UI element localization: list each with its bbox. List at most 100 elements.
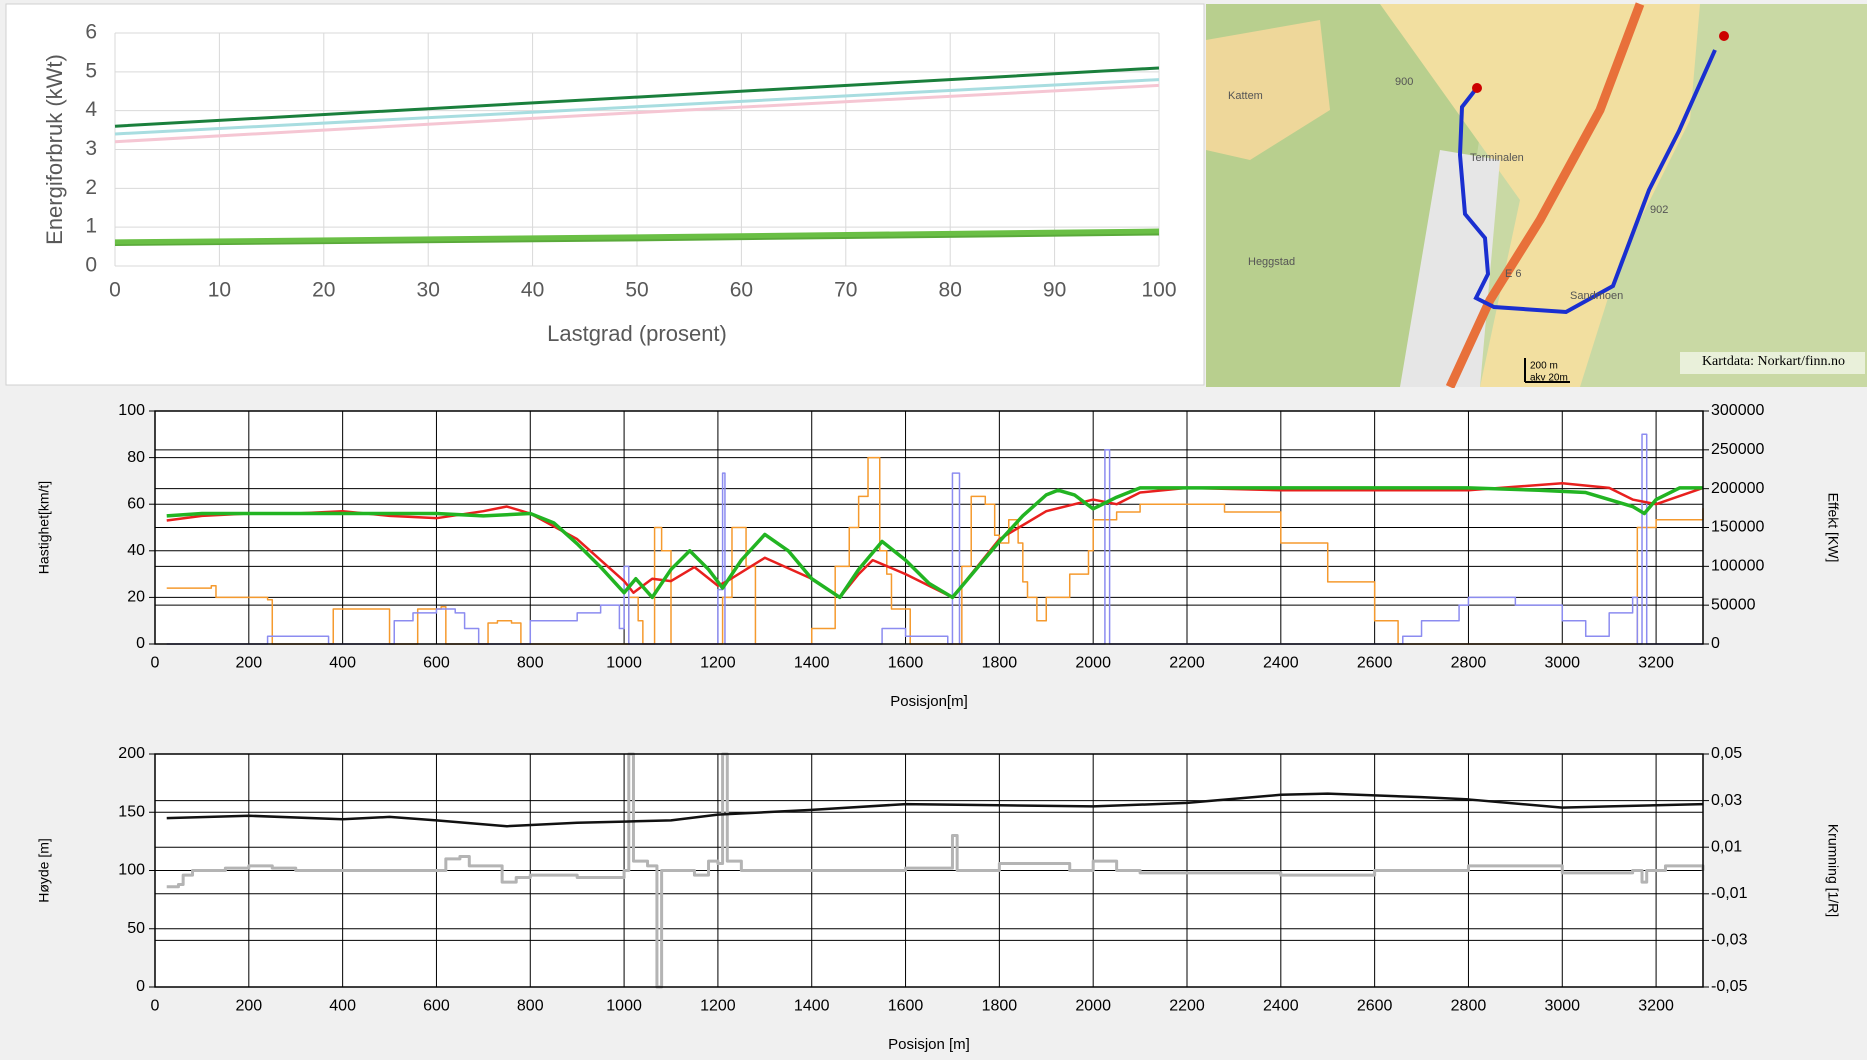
- x-tick-label: 70: [834, 279, 857, 302]
- map-label: Terminalen: [1470, 152, 1524, 164]
- start-marker: [1472, 83, 1482, 93]
- end-marker: [1719, 31, 1729, 41]
- y-tick-label: 0: [136, 635, 145, 652]
- y2-tick-label: 300000: [1711, 402, 1764, 419]
- x-tick-label: 400: [329, 654, 356, 671]
- x-tick-label: 1600: [888, 997, 924, 1014]
- chart: 0 200 400 600 800 1000 1200 1400 1600 1800 2000 220…: [36, 745, 1842, 1053]
- x-tick-label: 2000: [1075, 654, 1111, 671]
- y-tick-label: 150: [118, 803, 145, 820]
- y-tick-label: 80: [127, 449, 145, 466]
- y2-axis-label: Krumning [1/R]: [1825, 824, 1841, 917]
- y2-tick-label: 0,03: [1711, 792, 1742, 809]
- x-tick-label: 60: [730, 279, 753, 302]
- map-credit: Kartdata: Norkart/finn.no: [1702, 354, 1845, 369]
- series-line: [166, 433, 1703, 645]
- y-tick-label: 40: [127, 542, 145, 559]
- x-tick-label: 1000: [606, 997, 642, 1014]
- y-tick-label: 60: [127, 495, 145, 512]
- x-tick-label: 1800: [982, 654, 1018, 671]
- series-line: [114, 228, 1160, 245]
- y-axis-label: Energiforbruk (kWt): [42, 54, 67, 245]
- x-tick-label: 2600: [1357, 997, 1393, 1014]
- credit-bg: [1680, 352, 1865, 374]
- scale-label: 200 m: [1530, 361, 1558, 372]
- x-tick-label: 1400: [794, 997, 830, 1014]
- map-label: Kattem: [1228, 90, 1263, 102]
- map-label: 902: [1650, 204, 1668, 216]
- y2-axis-label: Effekt [KW]: [1825, 493, 1841, 563]
- x-tick-label: 50: [625, 279, 648, 302]
- x-tick-label: 20: [312, 279, 335, 302]
- y2-tick-label: 0: [1711, 635, 1720, 652]
- y2-tick-label: 150000: [1711, 519, 1764, 536]
- series-line: [166, 752, 1705, 989]
- x-tick-label: 2600: [1357, 654, 1393, 671]
- x-tick-label: 2200: [1169, 997, 1205, 1014]
- x-tick-label: 600: [423, 654, 450, 671]
- y2-tick-label: -0,03: [1711, 932, 1748, 949]
- y2-tick-label: 250000: [1711, 441, 1764, 458]
- map-urban: [1380, 4, 1700, 387]
- y-tick-label: 200: [118, 745, 145, 762]
- x-tick-label: 2400: [1263, 654, 1299, 671]
- map-label: Sandmoen: [1570, 290, 1623, 302]
- y2-tick-label: 100000: [1711, 558, 1764, 575]
- x-tick-label: 600: [423, 997, 450, 1014]
- route: [1457, 49, 1717, 315]
- y-tick-label: 0: [85, 254, 97, 277]
- plot-frame: [154, 753, 1704, 988]
- map: [1206, 2, 1867, 389]
- x-axis-label: Posisjon [m]: [888, 1036, 970, 1053]
- y-tick-label: 100: [118, 402, 145, 419]
- y2-tick-label: 200000: [1711, 480, 1764, 497]
- x-tick-label: 2800: [1451, 654, 1487, 671]
- map-urban: [1206, 20, 1330, 160]
- x-tick-label: 1200: [700, 654, 736, 671]
- x-tick-label: 200: [235, 654, 262, 671]
- x-tick-label: 3200: [1638, 997, 1674, 1014]
- x-tick-label: 400: [329, 997, 356, 1014]
- y-tick-label: 20: [127, 589, 145, 606]
- scale-label: akv 20m: [1530, 373, 1568, 384]
- y-tick-label: 3: [85, 137, 97, 160]
- series-line: [166, 792, 1704, 828]
- x-axis-label: Lastgrad (prosent): [547, 321, 727, 346]
- x-tick-label: 40: [521, 279, 544, 302]
- series-line: [114, 66, 1160, 128]
- x-tick-label: 2000: [1075, 997, 1111, 1014]
- x-tick-label: 2200: [1169, 654, 1205, 671]
- x-tick-label: 800: [517, 654, 544, 671]
- top-panel: [5, 3, 1205, 386]
- y-axis-label: Hastighet[km/t]: [36, 481, 52, 574]
- y-tick-label: 4: [85, 98, 97, 121]
- x-tick-label: 30: [417, 279, 440, 302]
- chart: 0 200 400 600 800 1000 1200 1400 1600 1800 2000 220…: [36, 402, 1842, 710]
- x-tick-label: 80: [939, 279, 962, 302]
- x-tick-label: 0: [151, 654, 160, 671]
- x-tick-label: 90: [1043, 279, 1066, 302]
- y2-tick-label: 50000: [1711, 596, 1756, 613]
- x-tick-label: 1600: [888, 654, 924, 671]
- y-tick-label: 2: [85, 176, 97, 199]
- x-axis-label: Posisjon[m]: [890, 693, 968, 710]
- x-tick-label: 800: [517, 997, 544, 1014]
- y-tick-label: 6: [85, 21, 97, 44]
- y-tick-label: 50: [127, 920, 145, 937]
- y-tick-label: 5: [85, 59, 97, 82]
- x-tick-label: 0: [151, 997, 160, 1014]
- y-tick-label: 100: [118, 862, 145, 879]
- y2-tick-label: -0,05: [1711, 978, 1748, 995]
- x-tick-label: 200: [235, 997, 262, 1014]
- series-line: [166, 456, 1704, 645]
- map-label: E 6: [1505, 268, 1522, 280]
- x-tick-label: 3000: [1544, 997, 1580, 1014]
- y2-tick-label: -0,01: [1711, 885, 1748, 902]
- y-tick-label: 1: [85, 215, 97, 238]
- x-tick-label: 1400: [794, 654, 830, 671]
- x-tick-label: 100: [1141, 279, 1176, 302]
- x-tick-label: 1200: [700, 997, 736, 1014]
- map-label: 900: [1395, 76, 1413, 88]
- x-tick-label: 2800: [1451, 997, 1487, 1014]
